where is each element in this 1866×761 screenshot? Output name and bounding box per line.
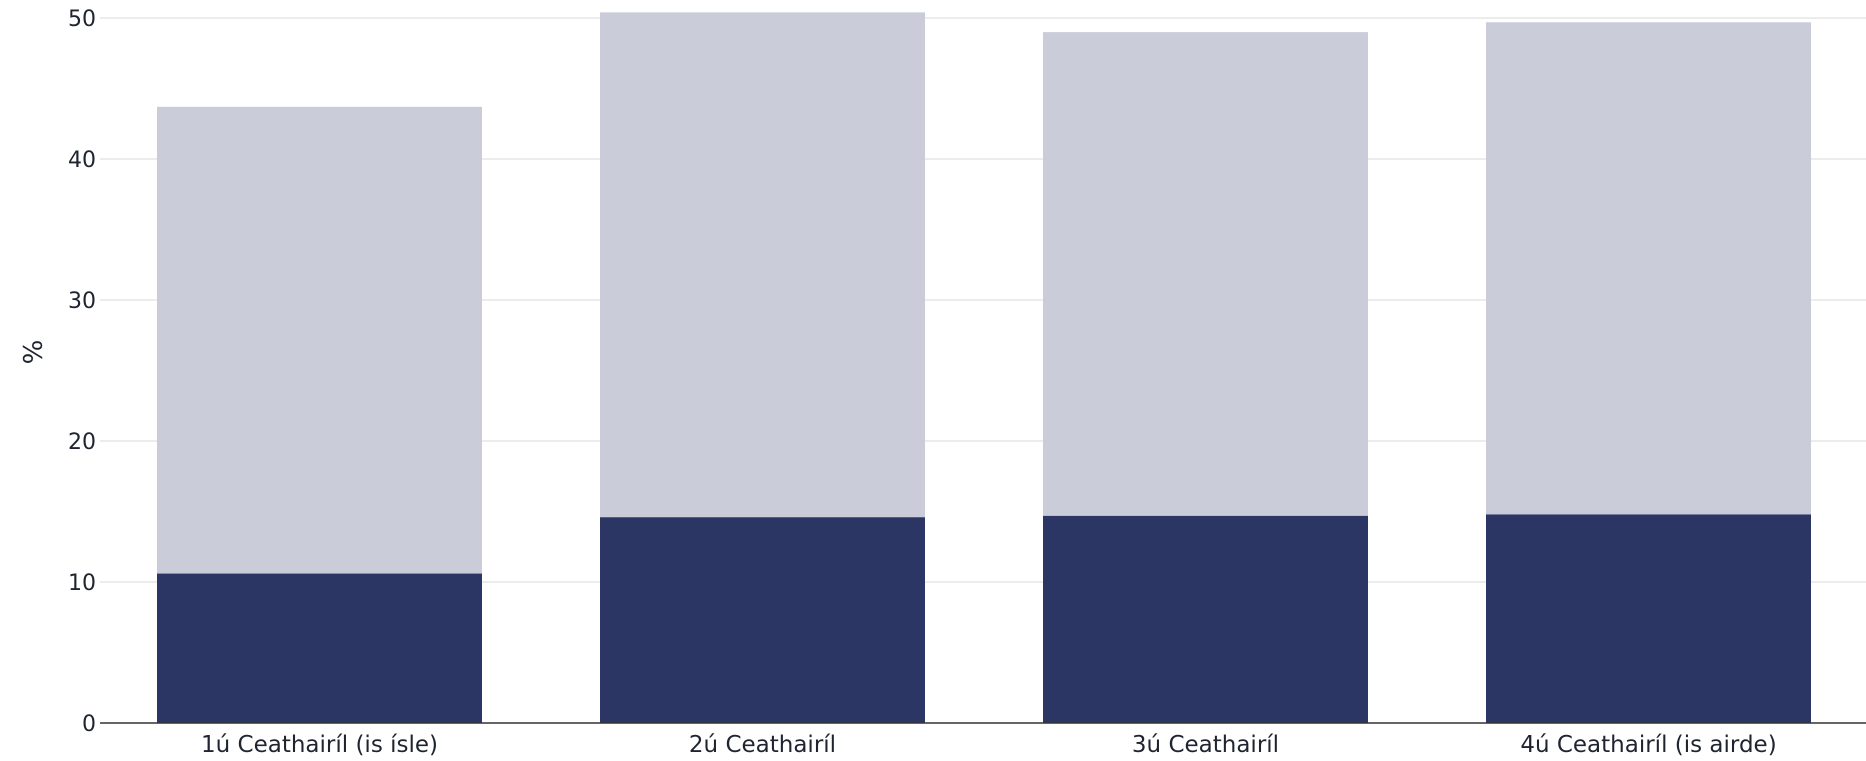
y-tick-label: 40 [68, 148, 96, 173]
x-tick-label: 4ú Ceathairíl (is airde) [1520, 732, 1776, 758]
y-tick-label: 10 [68, 571, 96, 596]
x-tick-label: 1ú Ceathairíl (is ísle) [201, 732, 438, 758]
bar-segment-2 [1043, 32, 1368, 516]
bar-segment-2 [1486, 22, 1811, 515]
y-tick-label: 0 [82, 712, 96, 737]
y-tick-label: 20 [68, 430, 96, 455]
y-tick-label: 50 [68, 7, 96, 32]
bar-segment-1 [600, 517, 925, 723]
bar-segment-2 [600, 12, 925, 518]
x-tick-label: 3ú Ceathairíl [1132, 732, 1279, 758]
y-axis-title: % [19, 340, 49, 365]
x-axis-labels: 1ú Ceathairíl (is ísle) 2ú Ceathairíl 3ú C… [201, 732, 1777, 758]
bar-segment-1 [157, 573, 482, 723]
y-tick-label: 30 [68, 289, 96, 314]
bar-segment-1 [1043, 515, 1368, 723]
y-axis-ticks: 0 10 20 30 40 50 [68, 7, 96, 737]
bar-segment-2 [157, 106, 482, 574]
bar-segment-1 [1486, 514, 1811, 723]
x-tick-label: 2ú Ceathairíl [689, 732, 836, 758]
bars [157, 12, 1811, 723]
